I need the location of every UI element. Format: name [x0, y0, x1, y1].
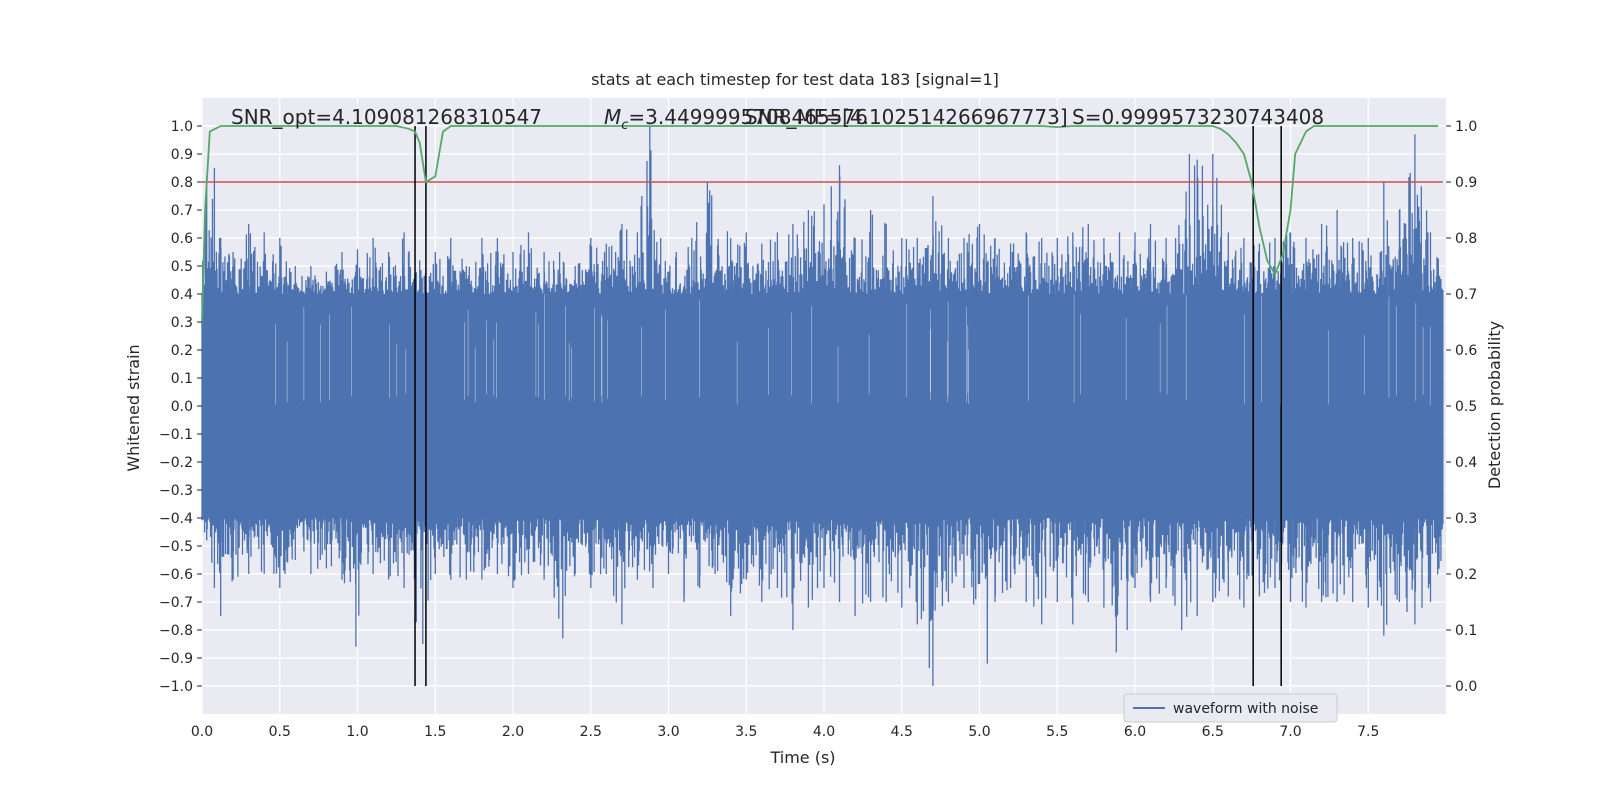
x-tick-label: 4.5: [891, 724, 913, 740]
x-tick-label: 5.5: [1046, 724, 1068, 740]
y-tick-label: 0.6: [171, 231, 193, 247]
y2-tick-label: 0.9: [1455, 175, 1477, 191]
x-tick-label: 3.5: [735, 724, 757, 740]
y2-tick-label: 0.8: [1455, 231, 1477, 247]
x-tick-label: 5.0: [968, 724, 990, 740]
y2-tick-label: 1.0: [1455, 119, 1477, 135]
x-tick-label: 3.0: [657, 724, 679, 740]
y2-axis-label: Detection probability: [1485, 321, 1504, 489]
y-tick-label: −0.3: [159, 483, 193, 499]
right-y-ticks: 0.0 0.1 0.2 0.3 0.4 0.5 0.6 0.7 0.8 0.9 1.0: [1446, 119, 1477, 695]
y-tick-label: −0.5: [159, 539, 193, 555]
y-axis-label: Whitened strain: [124, 344, 143, 471]
x-tick-label: 6.5: [1202, 724, 1224, 740]
y-tick-label: 0.7: [171, 203, 193, 219]
y-tick-label: −0.4: [159, 511, 193, 527]
y2-tick-label: 0.0: [1455, 679, 1477, 695]
y-tick-label: 0.9: [171, 147, 193, 163]
y2-tick-label: 0.1: [1455, 623, 1477, 639]
y2-tick-label: 0.7: [1455, 287, 1477, 303]
x-tick-label: 1.0: [346, 724, 368, 740]
y2-tick-label: 0.6: [1455, 343, 1477, 359]
annotation-s: S=0.9999573230743408: [1072, 105, 1324, 129]
chart-title: stats at each timestep for test data 183…: [591, 70, 999, 89]
y-tick-label: −0.2: [159, 455, 193, 471]
x-ticks: 0.0 0.5 1.0 1.5 2.0 2.5 3.0 3.5 4.0 4.5 5.0 5.5 6.0 6…: [191, 724, 1380, 740]
y-tick-label: 0.5: [171, 259, 193, 275]
y-tick-label: −0.6: [159, 567, 193, 583]
y-tick-label: 1.0: [171, 119, 193, 135]
x-tick-label: 1.5: [424, 724, 446, 740]
x-tick-label: 0.0: [191, 724, 213, 740]
probability-line: [201, 125, 1439, 323]
y-tick-label: −0.7: [159, 595, 193, 611]
y-tick-label: 0.1: [171, 371, 193, 387]
y-tick-label: −0.8: [159, 623, 193, 639]
y-tick-label: 0.3: [171, 315, 193, 331]
annotation-snr-mf: SNR_MF=[4.102514266967773]: [745, 105, 1068, 129]
y-tick-label: −1.0: [159, 679, 193, 695]
left-y-ticks: −1.0 −0.9 −0.8 −0.7 −0.6 −0.5 −0.4 −0.3 −0.2 −0.1…: [159, 119, 202, 695]
waveform-line: [201, 126, 1444, 686]
x-tick-label: 6.0: [1124, 724, 1146, 740]
x-tick-label: 0.5: [269, 724, 291, 740]
y2-tick-label: 0.5: [1455, 399, 1477, 415]
x-tick-label: 2.5: [580, 724, 602, 740]
mc-symbol: M: [604, 105, 621, 129]
x-tick-label: 4.0: [813, 724, 835, 740]
legend: waveform with noise: [1123, 693, 1338, 723]
mc-value: =3.4499995708465576: [628, 105, 867, 129]
legend-label-waveform: waveform with noise: [1173, 701, 1318, 717]
y2-tick-label: 0.4: [1455, 455, 1477, 471]
y-tick-label: −0.9: [159, 651, 193, 667]
mc-subscript: c: [621, 118, 628, 133]
x-axis-label: Time (s): [769, 748, 835, 767]
y2-tick-label: 0.3: [1455, 511, 1477, 527]
annotation-snr-opt: SNR_opt=4.109081268310547: [231, 105, 542, 129]
vertical-marker-lines: [414, 126, 1282, 686]
annotation-mc: Mc=3.4499995708465576: [604, 105, 868, 133]
x-tick-label: 2.0: [502, 724, 524, 740]
y2-tick-label: 0.2: [1455, 567, 1477, 583]
y-tick-label: −0.1: [159, 427, 193, 443]
x-tick-label: 7.5: [1357, 724, 1379, 740]
waveform-series: [201, 126, 1444, 686]
y-tick-label: 0.2: [171, 343, 193, 359]
y-tick-label: 0.4: [171, 287, 193, 303]
y-tick-label: 0.0: [171, 399, 193, 415]
y-tick-label: 0.8: [171, 175, 193, 191]
x-tick-label: 7.0: [1279, 724, 1301, 740]
probability-series: [201, 125, 1439, 323]
